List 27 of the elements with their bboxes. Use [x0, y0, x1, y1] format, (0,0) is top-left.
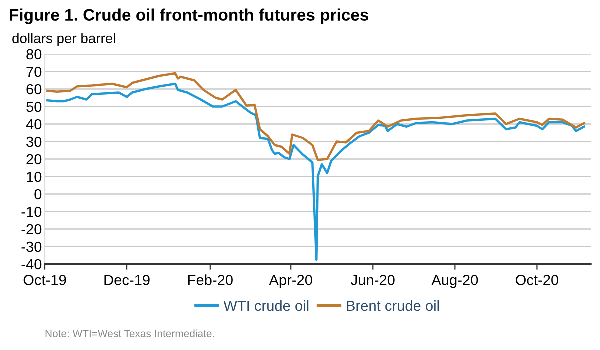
x-tick-label: Feb-20	[188, 274, 233, 286]
y-axis-title: dollars per barrel	[12, 33, 116, 46]
legend-label: WTI crude oil	[224, 300, 309, 312]
x-tick-label: Oct-19	[24, 275, 66, 286]
y-tick-label: 50	[26, 102, 42, 112]
x-tick-label: Apr-20	[269, 275, 312, 288]
y-tick-label: 60	[26, 84, 42, 95]
y-tick-label: 40	[26, 119, 42, 130]
y-tick-label: -30	[22, 242, 42, 252]
x-tick-label: Dec-19	[104, 275, 150, 286]
x-tick-label: Oct-20	[516, 275, 559, 286]
text: Note: WTI=West Texas Intermediate.	[46, 330, 214, 338]
x-tick-label: Aug-20	[432, 275, 478, 288]
y-tick-label: 30	[26, 136, 42, 148]
y-tick-label: -40	[22, 259, 42, 270]
y-tick-label: 0	[34, 189, 42, 200]
y-tick-label: -20	[22, 224, 42, 235]
y-tick-label: 10	[27, 172, 42, 182]
legend-label: Brent crude oil	[347, 300, 440, 312]
x-tick-label: Jun-20	[351, 275, 395, 286]
line-series	[46, 82, 586, 262]
chart-title: Figure 1. Crude oil front-month futures prices	[10, 8, 369, 24]
y-tick-label: 20	[26, 154, 42, 165]
y-tick-label: 80	[26, 49, 42, 60]
line-series	[46, 72, 586, 162]
y-tick-label: 70	[26, 66, 42, 78]
y-tick-label: -10	[22, 206, 42, 218]
